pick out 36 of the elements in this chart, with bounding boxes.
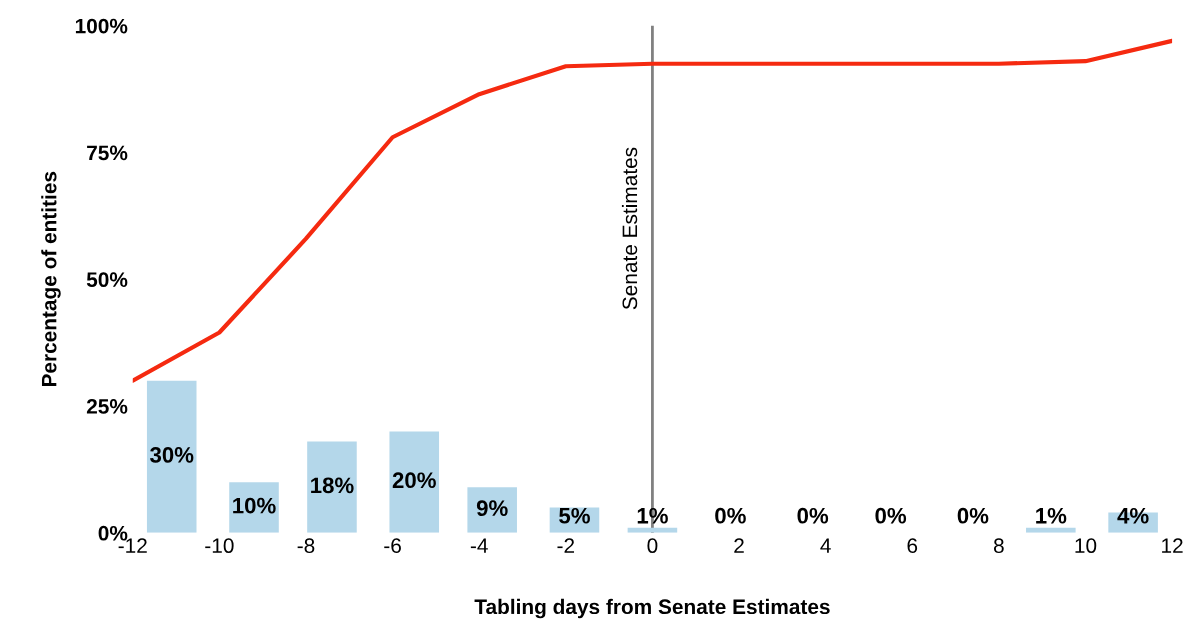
bar bbox=[146, 380, 197, 533]
data-label: 0% bbox=[797, 507, 829, 524]
line-series bbox=[132, 38, 1173, 383]
data-label: 30% bbox=[150, 447, 194, 463]
y-tick-label: 75% bbox=[87, 145, 128, 161]
x-tick-label: -8 bbox=[297, 538, 315, 554]
data-label: 0% bbox=[875, 507, 907, 524]
data-label: 18% bbox=[311, 477, 354, 494]
x-tick-label: 2 bbox=[734, 538, 744, 553]
x-tick-label: 8 bbox=[993, 538, 1004, 554]
y-axis-title: Percentage of entities bbox=[41, 171, 61, 387]
x-tick-label: -4 bbox=[470, 538, 488, 553]
x-tick-label: 10 bbox=[1075, 538, 1097, 554]
bar bbox=[307, 441, 357, 533]
x-tick-label: -6 bbox=[384, 538, 401, 554]
data-label: 1% bbox=[1036, 507, 1067, 524]
x-axis-title: Tabling days from Senate Estimates bbox=[474, 598, 830, 619]
x-tick-label: -2 bbox=[557, 538, 575, 553]
data-label: 5% bbox=[559, 507, 590, 524]
ref-line-label: Senate Estimates bbox=[621, 147, 638, 310]
x-tick-label: -10 bbox=[205, 538, 234, 554]
bar bbox=[389, 431, 440, 533]
x-tick-label: 0 bbox=[647, 538, 658, 554]
x-tick-label: 4 bbox=[820, 538, 831, 553]
x-tick-label: 12 bbox=[1162, 538, 1183, 553]
data-label: 0% bbox=[715, 507, 746, 524]
y-tick-label: 100% bbox=[75, 18, 128, 34]
data-label: 9% bbox=[476, 500, 508, 516]
data-label: 20% bbox=[392, 472, 436, 489]
x-tick-label: 6 bbox=[907, 538, 918, 554]
data-label: 4% bbox=[1117, 507, 1149, 524]
y-tick-label: 50% bbox=[86, 272, 128, 288]
y-tick-label: 25% bbox=[86, 399, 128, 414]
data-label: 0% bbox=[957, 507, 989, 524]
data-label: 1% bbox=[637, 507, 668, 524]
data-label: 10% bbox=[233, 497, 276, 514]
